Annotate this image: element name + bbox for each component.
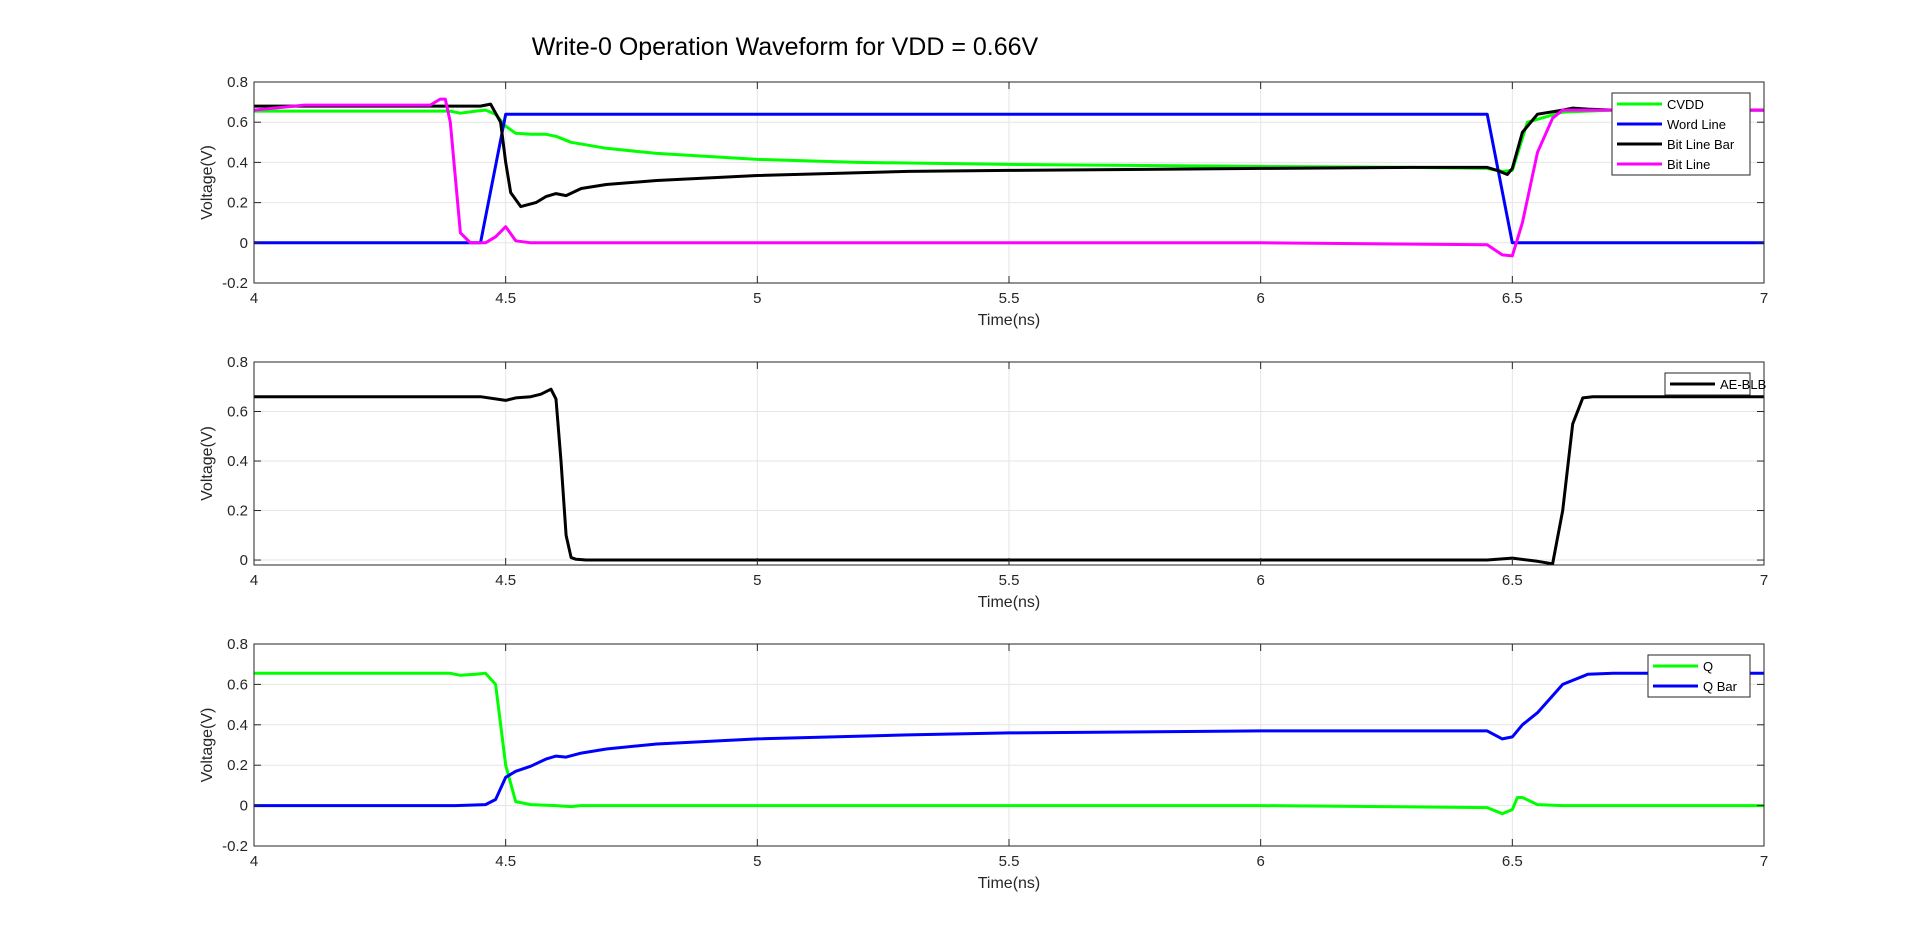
subplots-container: 4 4.5 5 5.5 6 6.5 7 -0.2 0 0.2 0.4 0.6 0.8 Time(ns) Vo… (199, 74, 1768, 892)
y-tick-label: 0.6 (227, 404, 248, 421)
y-tick-label: 0 (240, 552, 248, 569)
y-tick-label: 0.4 (227, 717, 248, 734)
legend-box (1611, 92, 1751, 176)
y-tick-label: 0.8 (227, 74, 248, 91)
y-tick-label: 0 (240, 798, 248, 815)
series-line-q-bar (254, 671, 1764, 808)
x-tick-label: 4 (250, 290, 258, 307)
x-tick-label: 5.5 (999, 853, 1020, 870)
series-line-q (254, 671, 1764, 816)
legend-box (1647, 654, 1751, 698)
x-tick-label: 6.5 (1502, 290, 1523, 307)
y-tick-label: 0.2 (227, 503, 248, 520)
x-axis-label: Time(ns) (978, 312, 1041, 329)
x-tick-label: 7 (1760, 572, 1768, 589)
legend-entry-label: Word Line (1667, 117, 1726, 132)
x-axis-label: Time(ns) (978, 875, 1041, 892)
x-tick-label: 6 (1256, 853, 1264, 870)
legend-entry-label: Q (1703, 659, 1713, 674)
y-tick-label: 0.8 (227, 636, 248, 653)
series-group (254, 671, 1764, 816)
x-tick-label: 6 (1256, 290, 1264, 307)
x-tick-label: 5.5 (999, 572, 1020, 589)
legend-entry-label: AE-BLB (1720, 377, 1766, 392)
subplot-1: 4 4.5 5 5.5 6 6.5 7 -0.2 0 0.2 0.4 0.6 0.8 Time(ns) Vo… (199, 74, 1768, 329)
y-tick-label: 0 (240, 235, 248, 252)
x-tick-label: 4.5 (495, 290, 516, 307)
y-axis-label: Voltage(V) (199, 708, 216, 783)
y-tick-label: 0.8 (227, 354, 248, 371)
y-tick-label: 0.4 (227, 154, 248, 171)
x-tick-label: 4.5 (495, 572, 516, 589)
y-tick-label: -0.2 (222, 838, 248, 855)
y-tick-label: -0.2 (222, 275, 248, 292)
subplot-2: 4 4.5 5 5.5 6 6.5 7 0 0.2 0.4 0.6 0.8 Time(ns) Voltag… (199, 354, 1768, 611)
legend: Q Q Bar (1647, 654, 1751, 698)
y-tick-label: 0.4 (227, 453, 248, 470)
series-line-bit-line (254, 97, 1764, 258)
legend-entry-label: CVDD (1667, 97, 1704, 112)
legend-entry-label: Bit Line Bar (1667, 137, 1735, 152)
y-tick-label: 0.2 (227, 195, 248, 212)
x-tick-label: 4 (250, 853, 258, 870)
x-tick-label: 4 (250, 572, 258, 589)
x-axis-label: Time(ns) (978, 594, 1041, 611)
legend-entry-label: Q Bar (1703, 679, 1738, 694)
x-tick-label: 6.5 (1502, 853, 1523, 870)
legend: CVDD Word Line Bit Line Bar Bit Line (1611, 92, 1751, 176)
series-line-word-line (254, 112, 1764, 245)
figure-title: Write-0 Operation Waveform for VDD = 0.6… (532, 33, 1039, 61)
series-line-bit-line-bar (254, 102, 1764, 209)
series-line-ae-blb (254, 387, 1764, 565)
y-axis-label: Voltage(V) (199, 145, 216, 220)
y-axis-label: Voltage(V) (199, 426, 216, 501)
series-group (254, 387, 1764, 565)
y-tick-label: 0.6 (227, 114, 248, 131)
x-tick-label: 5 (753, 572, 761, 589)
x-tick-label: 4.5 (495, 853, 516, 870)
y-tick-label: 0.6 (227, 676, 248, 693)
x-tick-label: 6 (1256, 572, 1264, 589)
x-tick-label: 7 (1760, 290, 1768, 307)
series-group (254, 97, 1764, 258)
x-tick-label: 6.5 (1502, 572, 1523, 589)
x-tick-label: 7 (1760, 853, 1768, 870)
x-tick-label: 5 (753, 290, 761, 307)
x-tick-label: 5 (753, 853, 761, 870)
subplot-3: 4 4.5 5 5.5 6 6.5 7 -0.2 0 0.2 0.4 0.6 0.8 Time(ns) Vo… (199, 636, 1768, 892)
y-tick-label: 0.2 (227, 757, 248, 774)
legend-entry-label: Bit Line (1667, 157, 1710, 172)
x-tick-label: 5.5 (999, 290, 1020, 307)
legend: AE-BLB (1664, 372, 1766, 396)
